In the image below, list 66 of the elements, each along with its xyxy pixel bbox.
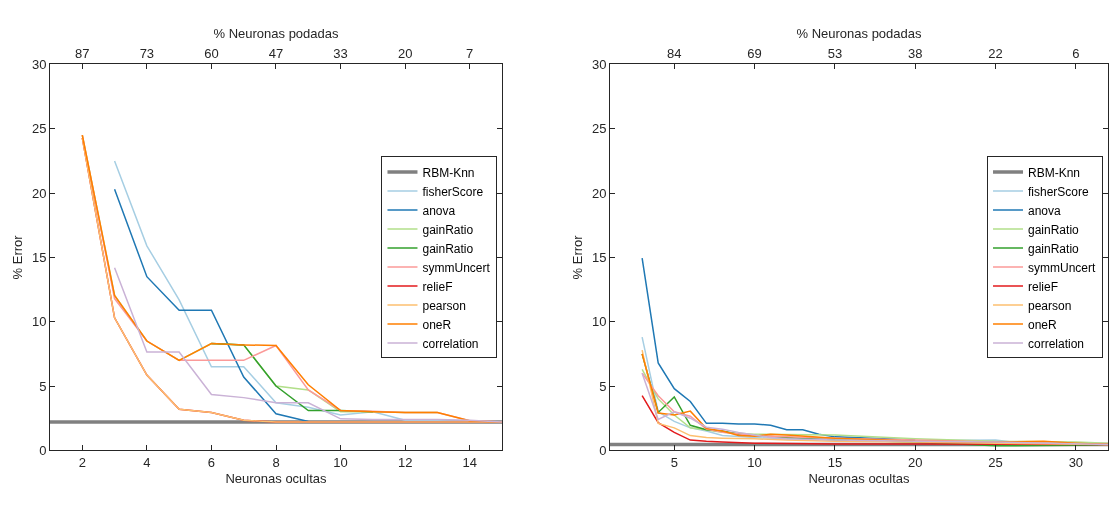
legend-label: fisherScore bbox=[422, 184, 484, 199]
y-tick-label: 25 bbox=[31, 121, 47, 137]
x2-tick-label: 6 bbox=[1072, 46, 1080, 62]
x-tick-label: 15 bbox=[827, 454, 843, 470]
x-tick-label: 10 bbox=[747, 454, 762, 470]
x2-tick-label: 69 bbox=[747, 46, 762, 62]
y-tick-label: 20 bbox=[591, 185, 607, 201]
y-tick-label: 10 bbox=[31, 314, 47, 330]
x-axis-title: Neuronas ocultas bbox=[808, 470, 911, 486]
x-tick-label: 10 bbox=[333, 454, 348, 470]
legend-label: correlation bbox=[1028, 336, 1085, 351]
x-tick-label: 4 bbox=[143, 454, 151, 470]
legend-label: RBM-Knn bbox=[422, 165, 475, 180]
legend-label: gainRatio bbox=[422, 241, 474, 256]
legend-label: symmUncert bbox=[1028, 260, 1097, 275]
y-tick-label: 5 bbox=[599, 378, 607, 394]
y-axis-title: % Error bbox=[569, 234, 585, 280]
x2-tick-label: 53 bbox=[827, 46, 843, 62]
legend-label: symmUncert bbox=[422, 260, 491, 275]
x-tick-label: 12 bbox=[397, 454, 413, 470]
x2-tick-label: 20 bbox=[397, 46, 413, 62]
x2-axis-title: % Neuronas podadas bbox=[796, 26, 923, 42]
y-tick-label: 10 bbox=[591, 314, 607, 330]
legend-label: RBM-Knn bbox=[1028, 165, 1081, 180]
x-axis-title: Neuronas ocultas bbox=[225, 470, 328, 486]
y-tick-label: 0 bbox=[599, 442, 607, 458]
x2-tick-label: 38 bbox=[908, 46, 923, 62]
legend-label: gainRatio bbox=[1028, 241, 1080, 256]
y-tick-label: 20 bbox=[31, 185, 47, 201]
y-tick-label: 15 bbox=[591, 249, 607, 265]
x-tick-label: 25 bbox=[988, 454, 1003, 470]
y-tick-label: 25 bbox=[591, 121, 607, 137]
legend-label: anova bbox=[422, 203, 456, 218]
x-tick-label: 5 bbox=[670, 454, 678, 470]
x-tick-label: 2 bbox=[78, 454, 86, 470]
legend-label: relieF bbox=[422, 279, 453, 294]
y-tick-label: 15 bbox=[31, 249, 47, 265]
x2-tick-label: 7 bbox=[466, 46, 474, 62]
x-tick-label: 30 bbox=[1068, 454, 1084, 470]
legend-label: oneR bbox=[1028, 317, 1058, 332]
y-axis-title: % Error bbox=[9, 234, 25, 280]
legend-label: anova bbox=[1028, 203, 1062, 218]
x-tick-label: 8 bbox=[272, 454, 280, 470]
x2-tick-label: 22 bbox=[988, 46, 1003, 62]
y-tick-label: 30 bbox=[31, 57, 47, 72]
legend-label: fisherScore bbox=[1028, 184, 1090, 199]
x2-tick-label: 73 bbox=[139, 46, 155, 62]
legend-label: pearson bbox=[422, 298, 466, 313]
x2-tick-label: 33 bbox=[333, 46, 348, 62]
y-tick-label: 0 bbox=[39, 442, 47, 458]
legend-label: relieF bbox=[1028, 279, 1059, 294]
x2-tick-label: 47 bbox=[268, 46, 284, 62]
legend-label: pearson bbox=[1028, 298, 1072, 313]
legend-label: gainRatio bbox=[422, 222, 474, 237]
x2-tick-label: 60 bbox=[204, 46, 219, 62]
legend-label: oneR bbox=[422, 317, 452, 332]
x2-axis-title: % Neuronas podadas bbox=[213, 26, 340, 42]
x-tick-label: 14 bbox=[462, 454, 477, 470]
legend-label: correlation bbox=[422, 336, 479, 351]
x2-tick-label: 84 bbox=[667, 46, 682, 62]
legend-label: gainRatio bbox=[1028, 222, 1080, 237]
y-tick-label: 30 bbox=[591, 57, 607, 72]
x2-tick-label: 87 bbox=[75, 46, 90, 62]
x-tick-label: 20 bbox=[908, 454, 923, 470]
x-tick-label: 6 bbox=[207, 454, 216, 470]
y-tick-label: 5 bbox=[39, 378, 47, 394]
